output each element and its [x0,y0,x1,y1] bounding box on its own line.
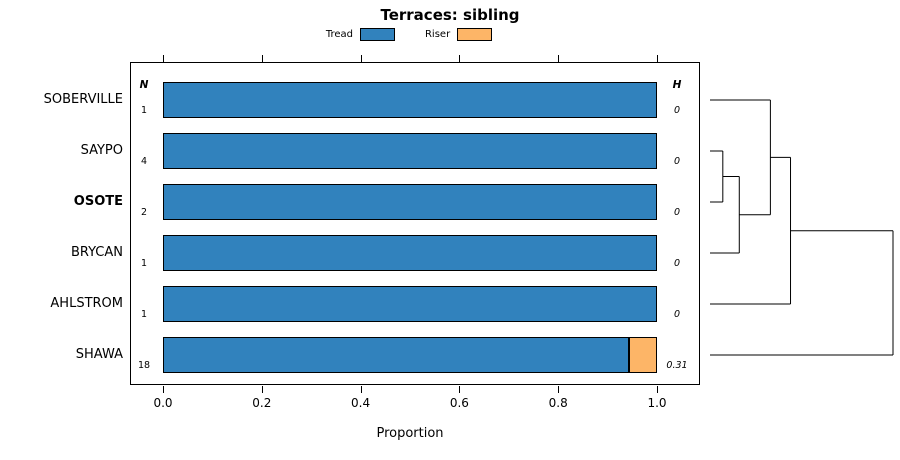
x-tick-bottom [360,386,362,393]
x-tick-bottom [261,386,263,393]
y-axis-label-shawa: SHAWA [75,347,123,362]
x-tick-label: 0.2 [252,396,272,410]
x-tick-top [163,55,164,62]
bar-ahlstrom [163,286,657,322]
x-tick-label: 0.6 [449,396,469,410]
bar-segment-tread-saypo [163,133,657,169]
h-value-shawa: 0.31 [666,360,688,371]
y-axis-label-ahlstrom: AHLSTROM [50,296,123,311]
x-tick-bottom [459,386,461,393]
plot-area [130,62,700,385]
n-value-saypo: 4 [140,156,148,167]
h-value-osote: 0 [673,207,681,218]
bar-saypo [163,133,657,169]
x-tick-top [261,55,263,62]
bar-segment-riser-shawa [629,337,657,373]
x-tick-bottom [163,386,164,393]
n-value-ahlstrom: 1 [140,309,148,320]
bar-shawa [163,337,657,373]
x-tick-top [657,55,658,62]
h-value-ahlstrom: 0 [673,309,681,320]
h-value-soberville: 0 [673,105,681,116]
x-tick-top [459,55,461,62]
legend-label-tread: Tread [325,28,353,40]
n-column-header: N [139,79,149,91]
legend-swatch-riser [457,27,493,41]
x-tick-bottom [558,386,560,393]
legend-item-riser: Riser [424,27,493,41]
legend-item-tread: Tread [325,27,395,41]
x-tick-label: 1.0 [647,396,667,410]
bar-segment-tread-shawa [163,337,630,373]
legend-label-riser: Riser [424,28,451,40]
bar-segment-tread-ahlstrom [163,286,657,322]
x-tick-top [360,55,362,62]
n-value-brycan: 1 [140,258,148,269]
bar-soberville [163,82,657,118]
x-axis-title: Proportion [376,426,444,441]
x-tick-label: 0.8 [548,396,568,410]
n-value-soberville: 1 [140,105,148,116]
bar-osote [163,184,657,220]
n-value-osote: 2 [140,207,148,218]
y-axis-label-soberville: SOBERVILLE [43,92,123,107]
h-value-brycan: 0 [673,258,681,269]
bar-segment-tread-brycan [163,235,657,271]
h-column-header: H [672,79,682,91]
bar-segment-tread-soberville [163,82,657,118]
x-tick-label: 0.0 [153,396,173,410]
y-axis-label-osote: OSOTE [73,194,123,209]
x-tick-label: 0.4 [351,396,371,410]
chart-title: Terraces: sibling [380,6,520,24]
h-value-saypo: 0 [673,156,681,167]
y-axis-label-saypo: SAYPO [80,143,123,158]
legend: Tread Riser [0,26,818,42]
y-axis-label-brycan: BRYCAN [70,245,123,260]
bar-segment-tread-osote [163,184,657,220]
bar-brycan [163,235,657,271]
x-tick-bottom [657,386,658,393]
legend-swatch-tread [359,27,395,41]
x-tick-top [558,55,560,62]
n-value-shawa: 18 [137,360,151,371]
